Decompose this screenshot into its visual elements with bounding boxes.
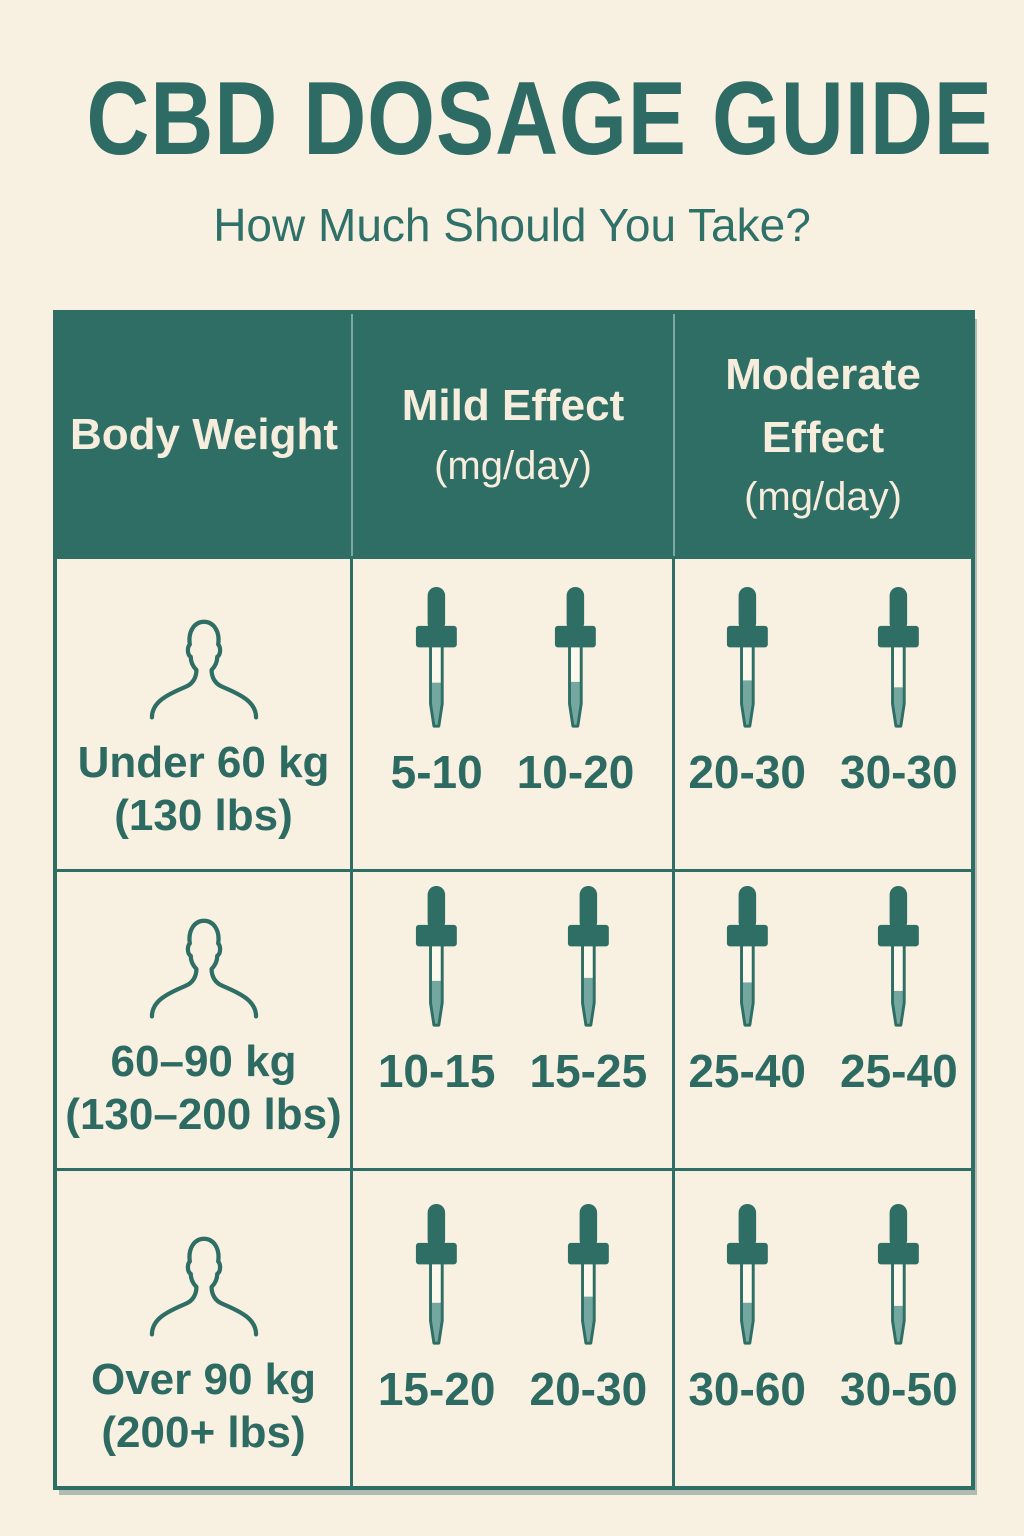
- dosage-table: Body Weight Mild Effect (mg/day) Moderat…: [53, 310, 975, 1490]
- mild-dose-cell-row1: 5-10 10-20: [353, 556, 675, 869]
- header-title: Body Weight: [69, 409, 339, 459]
- dose-range: 25-40: [688, 1045, 806, 1097]
- mild-dose-cell-row3: 15-20 20-30: [353, 1168, 675, 1486]
- dose-item: 25-40: [840, 884, 958, 1098]
- dose-range: 15-25: [529, 1045, 648, 1097]
- dose-item: 20-30: [688, 585, 806, 799]
- dropper-icon: [726, 586, 768, 728]
- header-title: Mild Effect: [401, 381, 625, 431]
- body-weight-cell-row3: Over 90 kg (200+ lbs): [57, 1168, 353, 1486]
- dropper-icon: [878, 1203, 920, 1345]
- weight-lbs: (130 lbs): [114, 791, 293, 841]
- mild-dose-cell-row2: 10-15 15-25: [353, 869, 675, 1168]
- dose-range: 20-30: [688, 746, 806, 798]
- dropper-icon: [567, 885, 609, 1027]
- dose-range: 30-60: [688, 1363, 806, 1415]
- weight-label: Over 90 kg (200+ lbs): [91, 1354, 316, 1460]
- weight-label: 60–90 kg (130–200 lbs): [65, 1036, 341, 1142]
- dropper-icon: [726, 885, 768, 1027]
- person-icon: [149, 919, 258, 1019]
- dose-range: 25-40: [840, 1045, 958, 1097]
- dose-range: 10-15: [377, 1045, 496, 1097]
- dose-item: 15-20: [378, 1202, 496, 1416]
- dropper-icon: [878, 586, 920, 728]
- dose-item: 10-20: [516, 585, 635, 799]
- weight-lbs: (200+ lbs): [101, 1408, 306, 1458]
- dropper-icon: [555, 586, 596, 728]
- dose-range: 30-30: [840, 746, 958, 798]
- dose-item: 25-40: [688, 884, 806, 1098]
- dose-item: 15-25: [529, 884, 648, 1098]
- person-icon: [149, 1237, 258, 1337]
- dose-item: 5-10: [391, 585, 483, 799]
- dose-item: 10-15: [378, 884, 496, 1098]
- weight-kg: 60–90 kg: [110, 1037, 297, 1087]
- dose-range: 5-10: [390, 746, 483, 798]
- weight-label: Under 60 kg (130 lbs): [78, 737, 330, 843]
- dropper-icon: [416, 1203, 458, 1345]
- page-title: CBD DOSAGE GUIDE: [86, 61, 993, 177]
- weight-kg: Over 90 kg: [90, 1355, 317, 1405]
- page-subtitle: How Much Should You Take?: [213, 199, 811, 251]
- dropper-icon: [726, 1203, 768, 1345]
- weight-lbs: (130–200 lbs): [65, 1090, 342, 1140]
- dropper-icon: [567, 1203, 609, 1345]
- dose-item: 30-60: [688, 1202, 806, 1416]
- moderate-dose-cell-row2: 25-40 25-40: [675, 869, 971, 1168]
- header-unit: (mg/day): [434, 443, 592, 488]
- header-unit: (mg/day): [744, 475, 902, 520]
- header-moderate-effect: Moderate Effect (mg/day): [675, 314, 971, 556]
- dose-range: 30-50: [840, 1363, 958, 1415]
- header-mild-effect: Mild Effect (mg/day): [353, 314, 675, 556]
- body-weight-cell-row1: Under 60 kg (130 lbs): [57, 556, 353, 869]
- dose-range: 10-20: [516, 746, 635, 798]
- weight-kg: Under 60 kg: [77, 738, 330, 788]
- moderate-dose-cell-row1: 20-30 30-30: [675, 556, 971, 869]
- dose-range: 15-20: [377, 1363, 496, 1415]
- moderate-dose-cell-row3: 30-60 30-50: [675, 1168, 971, 1486]
- body-weight-cell-row2: 60–90 kg (130–200 lbs): [57, 869, 353, 1168]
- person-icon: [149, 620, 258, 720]
- dropper-icon: [878, 885, 920, 1027]
- header-body-weight: Body Weight: [57, 314, 353, 556]
- dose-range: 20-30: [529, 1363, 648, 1415]
- dropper-icon: [416, 586, 458, 728]
- header-title: Moderate Effect: [725, 350, 921, 462]
- dose-item: 20-30: [529, 1202, 648, 1416]
- dose-item: 30-50: [840, 1202, 958, 1416]
- dropper-icon: [416, 885, 458, 1027]
- dose-item: 30-30: [840, 585, 958, 799]
